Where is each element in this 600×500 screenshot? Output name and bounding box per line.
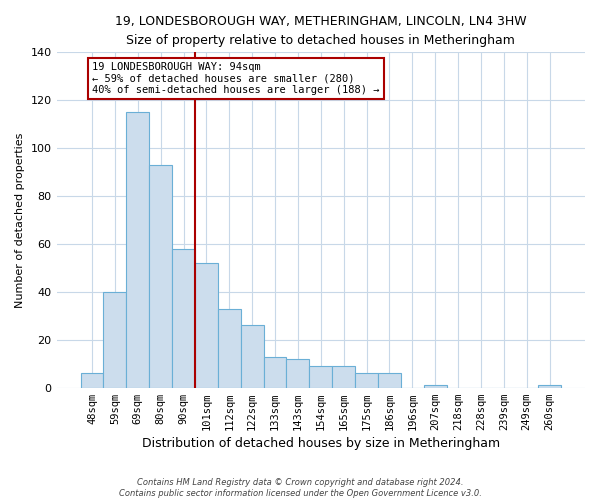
Bar: [286, 359, 310, 388]
Y-axis label: Number of detached properties: Number of detached properties: [15, 132, 25, 308]
Bar: [378, 374, 401, 388]
X-axis label: Distribution of detached houses by size in Metheringham: Distribution of detached houses by size …: [142, 437, 500, 450]
Bar: [172, 249, 195, 388]
Bar: [127, 112, 149, 388]
Bar: [355, 374, 378, 388]
Bar: [195, 263, 218, 388]
Bar: [332, 366, 355, 388]
Bar: [263, 356, 286, 388]
Bar: [538, 386, 561, 388]
Bar: [103, 292, 127, 388]
Bar: [424, 386, 446, 388]
Text: 19 LONDESBOROUGH WAY: 94sqm
← 59% of detached houses are smaller (280)
40% of se: 19 LONDESBOROUGH WAY: 94sqm ← 59% of det…: [92, 62, 380, 95]
Bar: [241, 326, 263, 388]
Bar: [218, 308, 241, 388]
Text: Contains HM Land Registry data © Crown copyright and database right 2024.
Contai: Contains HM Land Registry data © Crown c…: [119, 478, 481, 498]
Title: 19, LONDESBOROUGH WAY, METHERINGHAM, LINCOLN, LN4 3HW
Size of property relative : 19, LONDESBOROUGH WAY, METHERINGHAM, LIN…: [115, 15, 527, 47]
Bar: [149, 165, 172, 388]
Bar: [310, 366, 332, 388]
Bar: [80, 374, 103, 388]
